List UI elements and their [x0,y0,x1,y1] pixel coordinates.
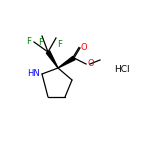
Text: HCl: HCl [114,66,130,74]
Polygon shape [46,51,58,68]
Text: F: F [26,38,31,47]
Text: F: F [57,40,62,49]
Polygon shape [58,56,75,68]
Text: HN: HN [27,69,40,78]
Text: F: F [39,38,43,47]
Text: O: O [87,59,94,67]
Text: O: O [81,43,87,52]
